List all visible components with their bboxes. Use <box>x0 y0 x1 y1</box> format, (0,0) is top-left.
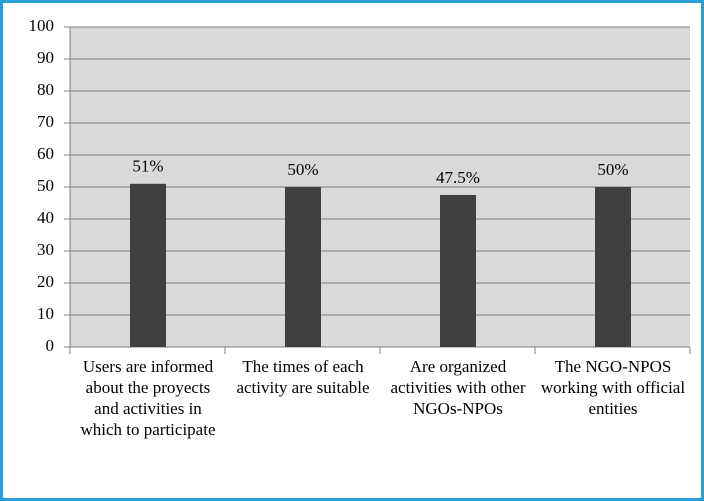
bar <box>595 187 631 347</box>
y-tick-label: 70 <box>37 112 54 131</box>
bar <box>130 183 166 347</box>
y-tick-label: 50 <box>37 176 54 195</box>
y-tick-label: 100 <box>29 16 55 35</box>
y-tick-label: 20 <box>37 272 54 291</box>
y-tick-label: 10 <box>37 304 54 323</box>
bar <box>440 195 476 347</box>
y-tick-label: 0 <box>46 336 55 355</box>
bar <box>285 187 321 347</box>
value-label: 47.5% <box>436 168 480 187</box>
x-tick-label: The NGO-NPOS working with official entit… <box>540 357 686 418</box>
y-tick-label: 30 <box>37 240 54 259</box>
y-tick-label: 40 <box>37 208 54 227</box>
x-tick-label: Users are informed about the proyects an… <box>80 357 216 439</box>
y-tick-label: 90 <box>37 48 54 67</box>
y-tick-label: 80 <box>37 80 54 99</box>
value-label: 50% <box>597 160 628 179</box>
y-tick-label: 60 <box>37 144 54 163</box>
value-label: 50% <box>287 160 318 179</box>
x-tick-label: The times of each activity are suitable <box>236 357 370 397</box>
x-tick-label: Are organized activities with other NGOs… <box>390 357 526 418</box>
value-label: 51% <box>132 157 163 176</box>
